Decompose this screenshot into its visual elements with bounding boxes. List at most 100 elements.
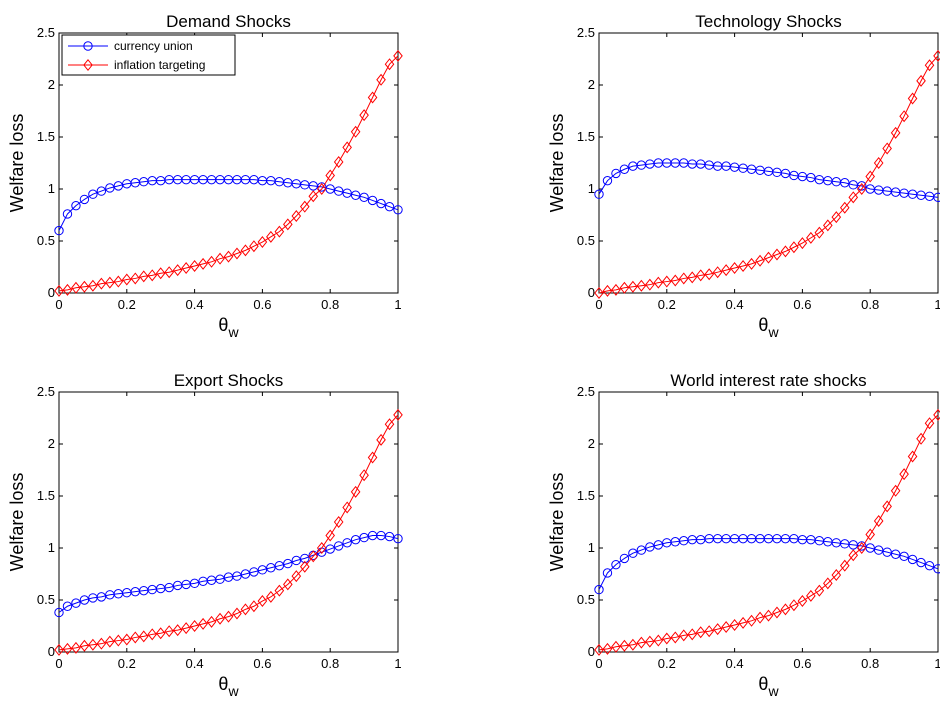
- x-tick-label: 0.6: [793, 297, 811, 312]
- data-point: [678, 629, 689, 642]
- data-point: [687, 628, 698, 641]
- y-tick-label: 2.5: [37, 25, 55, 40]
- data-point: [266, 563, 276, 573]
- data-point: [257, 236, 268, 249]
- data-point: [839, 559, 850, 572]
- chart-panel-4: 0 0.2 0.4 0.6 0.8 1 0 0.5 1 1.5 2 2.5 World interest…: [547, 371, 940, 699]
- series-inflation-targeting: [54, 49, 403, 297]
- data-point: [780, 245, 791, 258]
- data-point: [687, 271, 698, 284]
- x-tick-label: 1: [934, 297, 940, 312]
- data-point: [611, 559, 621, 570]
- data-point: [628, 638, 638, 651]
- data-point: [367, 451, 378, 464]
- plot-area: [58, 391, 399, 653]
- data-point: [376, 73, 386, 86]
- data-point: [594, 584, 604, 595]
- chart-title: Technology Shocks: [695, 12, 841, 31]
- data-point: [712, 266, 723, 279]
- data-point: [376, 198, 386, 209]
- data-point: [62, 642, 73, 655]
- data-point: [121, 633, 132, 646]
- data-point: [300, 553, 310, 564]
- data-point: [164, 625, 174, 638]
- y-tick-label: 2: [588, 436, 595, 451]
- data-point: [653, 634, 664, 647]
- data-point: [266, 230, 276, 243]
- data-point: [645, 278, 655, 291]
- data-point: [384, 531, 395, 542]
- data-point: [350, 190, 361, 200]
- x-tick-label: 1: [934, 656, 940, 671]
- data-point: [359, 192, 369, 203]
- x-tick-label: 0.4: [186, 656, 204, 671]
- y-axis-label: Welfare loss: [7, 114, 27, 213]
- data-point: [342, 188, 352, 198]
- data-point: [882, 547, 892, 557]
- data-point: [299, 200, 310, 213]
- data-point: [661, 632, 672, 645]
- data-point: [746, 614, 757, 627]
- data-point: [232, 607, 242, 620]
- legend-marker: [83, 58, 93, 72]
- y-tick-label: 0.5: [37, 233, 55, 248]
- data-point: [291, 210, 302, 223]
- data-point: [105, 635, 115, 648]
- data-point: [890, 126, 901, 139]
- data-point: [738, 616, 748, 629]
- x-tick-label: 0.6: [253, 297, 271, 312]
- data-point: [121, 273, 132, 286]
- data-point: [814, 584, 825, 597]
- data-point: [831, 211, 842, 224]
- data-point: [359, 109, 369, 122]
- data-point: [645, 542, 655, 552]
- legend: currency union inflation targeting: [61, 34, 236, 76]
- x-tick-label: 0.4: [186, 297, 204, 312]
- data-point: [856, 182, 867, 196]
- data-point: [873, 545, 884, 555]
- data-point: [611, 283, 621, 296]
- data-point: [206, 615, 217, 628]
- series-line: [598, 162, 939, 198]
- data-point: [611, 168, 621, 179]
- data-point: [342, 141, 352, 154]
- chart-panel-3: 0 0.2 0.4 0.6 0.8 1 0 0.5 1 1.5 2 2.5 Export Shocks θ…: [7, 371, 403, 699]
- data-point: [763, 609, 774, 622]
- series-currency-union: [54, 174, 403, 236]
- data-point: [882, 500, 892, 513]
- data-point: [257, 565, 268, 575]
- data-point: [359, 469, 369, 482]
- data-point: [721, 264, 731, 277]
- y-tick-label: 0: [48, 644, 55, 659]
- data-point: [62, 209, 73, 219]
- series-currency-union: [594, 533, 940, 595]
- data-point: [670, 631, 681, 644]
- data-point: [873, 156, 884, 170]
- data-point: [130, 631, 141, 644]
- data-point: [933, 192, 940, 203]
- data-point: [772, 248, 782, 261]
- data-point: [54, 643, 64, 656]
- chart-panel-1: 0 0.2 0.4 0.6 0.8 1 0 0.5 1 1.5 2 2.5 Demand Shocks θ…: [7, 12, 403, 340]
- data-point: [105, 276, 115, 289]
- series-line: [58, 55, 399, 292]
- data-point: [350, 534, 361, 545]
- data-point: [198, 257, 208, 270]
- data-point: [274, 560, 285, 571]
- data-point: [755, 611, 765, 624]
- y-tick-label: 2: [48, 436, 55, 451]
- x-tick-label: 0.2: [118, 656, 136, 671]
- y-tick-label: 1.5: [577, 129, 595, 144]
- data-point: [274, 225, 285, 238]
- data-point: [856, 541, 867, 555]
- data-point: [780, 168, 791, 179]
- x-tick-label: 1: [394, 297, 401, 312]
- data-point: [96, 592, 107, 602]
- data-point: [755, 254, 765, 267]
- data-point: [594, 189, 604, 199]
- data-point: [653, 276, 664, 289]
- data-point: [393, 205, 403, 215]
- data-point: [79, 280, 90, 293]
- series-line: [598, 414, 939, 651]
- data-point: [746, 257, 757, 270]
